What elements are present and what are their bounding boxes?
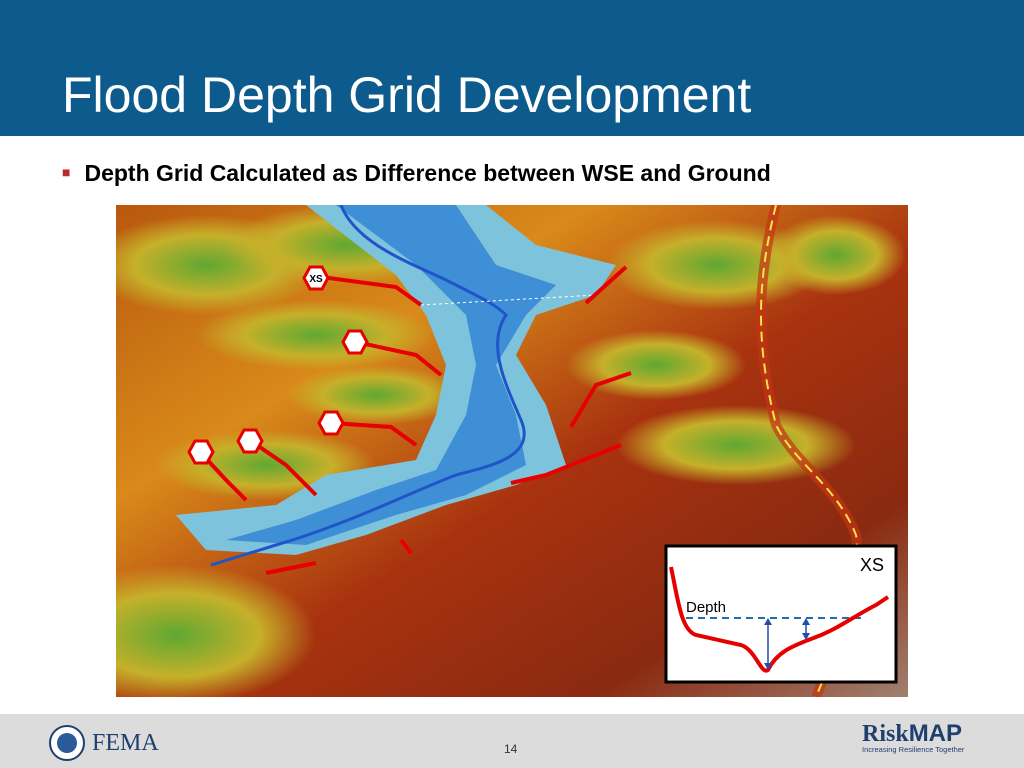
- map-shape: [187, 439, 215, 465]
- riskmap-map: MAP: [908, 720, 963, 747]
- slide-title: Flood Depth Grid Development: [62, 67, 752, 123]
- map-shape: [330, 421, 418, 447]
- dhs-seal: [49, 725, 85, 761]
- map-shape: [236, 428, 264, 454]
- map-shape: [57, 733, 77, 753]
- road-dash: [760, 205, 858, 697]
- inset: XS Depth: [664, 544, 898, 684]
- cross-sections: [199, 265, 632, 575]
- riskmap-risk: Risk: [862, 721, 909, 747]
- river: [210, 205, 526, 567]
- map-shape: [584, 265, 628, 305]
- map-shape: [764, 618, 772, 625]
- footer: FEMA 14 RiskMAP Increasing Resilience To…: [0, 714, 1024, 768]
- map-shape: [566, 330, 746, 400]
- map-shape: [616, 405, 856, 485]
- map-shape: [355, 340, 443, 377]
- map-shape: [341, 329, 369, 355]
- map-shape: [569, 371, 632, 429]
- map-shape: [320, 275, 423, 307]
- inset-label: Depth: [686, 599, 726, 616]
- map-shape: [802, 618, 810, 625]
- page-number: 14: [504, 742, 518, 756]
- map-shape: [510, 443, 622, 485]
- fema-logo: FEMA: [48, 724, 159, 762]
- map-shape: [317, 410, 345, 436]
- map-shape: [399, 538, 413, 555]
- map-shape: [265, 561, 317, 575]
- header-band: Flood Depth Grid Development: [0, 0, 1024, 136]
- bullet: ■ Depth Grid Calculated as Difference bet…: [62, 160, 771, 187]
- channel-area: [226, 205, 556, 545]
- inset-title: XS: [860, 555, 884, 575]
- map-shape: [302, 265, 330, 291]
- xs-markers: [187, 265, 369, 465]
- riskmap-tagline: Increasing Resilience Together: [862, 745, 965, 754]
- map-shape: [199, 451, 248, 502]
- bullet-text: Depth Grid Calculated as Difference betw…: [84, 160, 771, 186]
- riskmap-logo: RiskMAP Increasing Resilience Together: [862, 720, 964, 754]
- xs-line: [420, 294, 597, 306]
- map-shape: [196, 300, 436, 370]
- map-shape: [766, 215, 906, 295]
- map-shape: [764, 663, 772, 670]
- flood-map: XS XS Depth: [116, 205, 908, 697]
- map-shape: [802, 633, 810, 640]
- map-shape: [249, 439, 318, 497]
- bullet-marker: ■: [62, 164, 71, 180]
- map-shape: [116, 565, 316, 697]
- xs-label: XS: [309, 274, 323, 285]
- map-shape: [286, 365, 466, 425]
- fema-text: FEMA: [92, 729, 159, 756]
